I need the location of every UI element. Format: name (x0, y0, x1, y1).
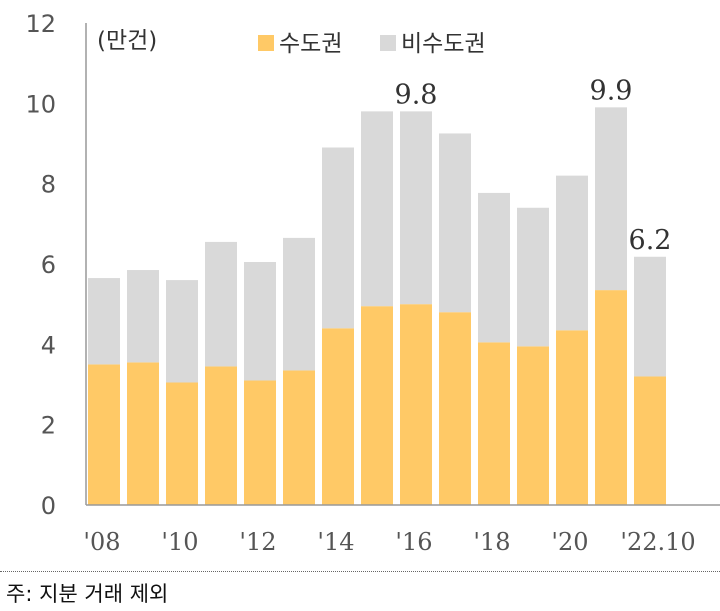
bar-segment-sudogwon (517, 346, 549, 505)
x-tick-label: '16 (395, 528, 432, 556)
bar-segment-bisudogwon (88, 278, 120, 365)
bar-segment-sudogwon (322, 328, 354, 505)
y-tick-label: 12 (25, 10, 56, 38)
y-tick-label: 2 (41, 412, 56, 440)
bar-segment-sudogwon (361, 306, 393, 505)
footnote: 주: 지분 거래 제외 (6, 582, 169, 606)
bar-segment-sudogwon (556, 330, 588, 505)
bar-segment-sudogwon (595, 290, 627, 505)
bar-segment-bisudogwon (595, 107, 627, 291)
bar-segment-sudogwon (400, 304, 432, 505)
bar-segment-sudogwon (244, 380, 276, 505)
x-tick-label: '18 (473, 528, 510, 556)
y-tick-label: 0 (41, 492, 56, 520)
y-tick-label: 8 (41, 171, 56, 199)
bar-segment-bisudogwon (205, 241, 237, 367)
legend-label: 수도권 (279, 31, 342, 57)
x-tick-label: '12 (239, 528, 276, 556)
bar-segment-sudogwon (439, 312, 471, 505)
bar-segment-bisudogwon (439, 133, 471, 313)
bars (88, 107, 666, 505)
bar-segment-bisudogwon (634, 256, 666, 377)
bar-segment-sudogwon (127, 362, 159, 505)
bar-segment-sudogwon (88, 364, 120, 505)
bar-segment-sudogwon (634, 376, 666, 505)
bar-segment-bisudogwon (244, 261, 276, 381)
x-tick-label: '14 (317, 528, 354, 556)
data-label: 9.9 (590, 75, 633, 106)
x-tick-label: '20 (551, 528, 588, 556)
bar-segment-sudogwon (205, 366, 237, 505)
x-tick-label: '10 (161, 528, 198, 556)
legend-label: 비수도권 (401, 31, 486, 57)
legend-swatch (380, 35, 396, 51)
bar-segment-bisudogwon (127, 270, 159, 363)
footnote-divider (0, 571, 720, 572)
x-tick-label: '22.10 (620, 528, 695, 556)
bar-segment-bisudogwon (517, 207, 549, 347)
data-label: 6.2 (629, 225, 672, 256)
x-tick-label: '08 (83, 528, 120, 556)
y-tick-label: 10 (25, 90, 56, 118)
bar-segment-bisudogwon (283, 237, 315, 371)
bar-segment-bisudogwon (478, 192, 510, 343)
data-labels: 9.8 9.9 6.2 (395, 75, 672, 255)
bar-segment-sudogwon (283, 370, 315, 505)
data-label: 9.8 (395, 79, 438, 110)
bar-segment-bisudogwon (322, 147, 354, 329)
y-tick-label: 4 (41, 331, 56, 359)
x-axis-ticks: '08 '10 '12 '14 '16 '18 '20 '22.10 (83, 528, 695, 556)
bar-segment-bisudogwon (166, 280, 198, 383)
bar-segment-bisudogwon (400, 111, 432, 305)
bar-segment-sudogwon (478, 342, 510, 505)
bar-segment-sudogwon (166, 382, 198, 505)
legend-swatch (258, 35, 274, 51)
legend: 수도권 비수도권 (258, 31, 486, 57)
y-axis-ticks: 0 2 4 6 8 10 12 (25, 10, 56, 520)
y-tick-label: 6 (41, 251, 56, 279)
bar-segment-bisudogwon (556, 175, 588, 331)
y-axis-unit-label: (만건) (97, 28, 157, 54)
bar-segment-bisudogwon (361, 111, 393, 307)
